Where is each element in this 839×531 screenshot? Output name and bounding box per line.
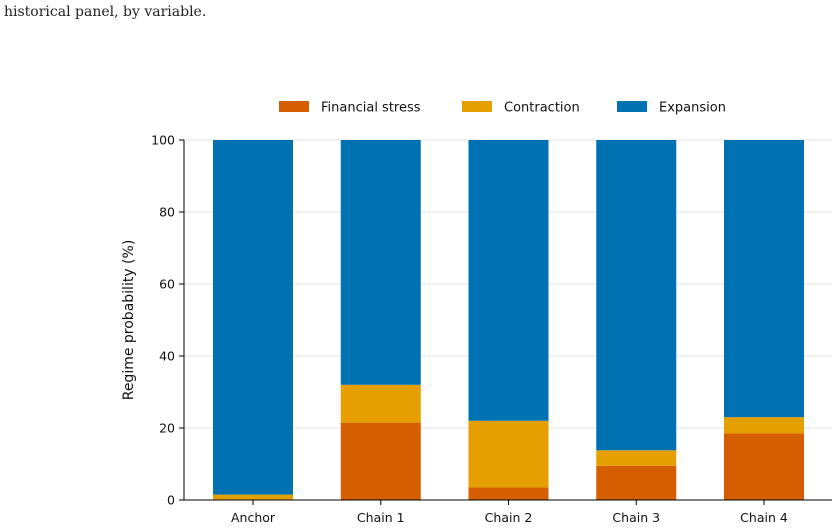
y-tick-label: 40 [159, 349, 175, 364]
figure-caption: historical panel, by variable. [4, 4, 207, 20]
y-tick-label: 80 [159, 205, 175, 220]
y-tick-label: 60 [159, 277, 175, 292]
bar-segment-expansion [724, 140, 804, 418]
legend-swatch [279, 101, 309, 112]
y-axis-label: Regime probability (%) [121, 240, 137, 401]
bar-segment-contraction [468, 420, 549, 488]
bar-segment-contraction [213, 494, 293, 500]
bar-segment-financial-stress [724, 433, 804, 500]
bar-segment-contraction [340, 384, 421, 423]
bar-segment-expansion [468, 140, 549, 421]
bar-segment-contraction [724, 417, 804, 434]
y-tick-labels: 0 20 40 60 80 100 [151, 133, 184, 508]
bar-segments [213, 140, 804, 500]
bar-segment-contraction [596, 450, 677, 466]
x-tick-label: Chain 2 [485, 510, 533, 525]
bar-segment-financial-stress [340, 422, 421, 500]
bar-segment-financial-stress [468, 487, 549, 500]
legend-swatch [617, 101, 647, 112]
x-tick-label: Chain 3 [612, 510, 660, 525]
x-tick-labels: Anchor Chain 1 Chain 2 Chain 3 Chain 4 [231, 500, 788, 525]
x-tick-label: Chain 4 [740, 510, 788, 525]
legend-swatch [462, 101, 492, 112]
y-tick-label: 20 [159, 421, 175, 436]
bar-segment-financial-stress [596, 465, 677, 500]
bar-segment-expansion [213, 140, 293, 495]
y-tick-label: 0 [167, 493, 175, 508]
y-tick-label: 100 [151, 133, 175, 148]
legend-label: Contraction [504, 101, 580, 116]
bar-segment-expansion [340, 140, 421, 385]
x-tick-label: Chain 1 [357, 510, 405, 525]
legend-label: Financial stress [321, 101, 421, 116]
legend-label: Expansion [659, 101, 726, 116]
x-tick-label: Anchor [231, 510, 276, 525]
bar-segment-expansion [596, 140, 677, 451]
legend: Financial stress Contraction Expansion [279, 101, 726, 116]
